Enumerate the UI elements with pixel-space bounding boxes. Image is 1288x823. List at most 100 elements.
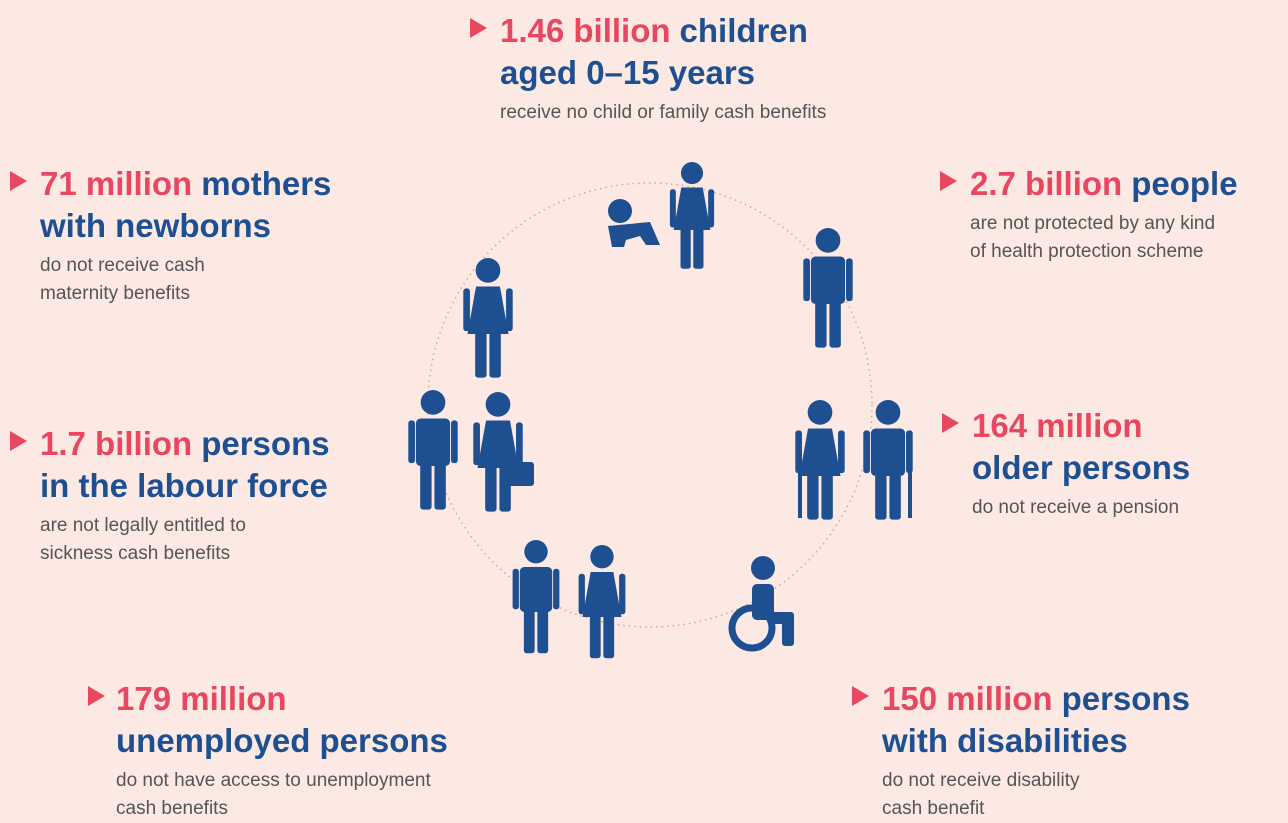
icon-arm — [463, 288, 470, 332]
icon-leg — [680, 228, 691, 269]
icon-body — [673, 187, 711, 230]
icon-briefcase — [502, 462, 534, 486]
highlight: 164 million — [972, 407, 1143, 444]
icon-arm — [451, 420, 458, 464]
heading: 164 million — [972, 407, 1143, 444]
description: cash benefit — [882, 798, 985, 819]
icon-leg — [782, 612, 794, 646]
icon-arm — [846, 258, 853, 302]
icon-leg — [475, 332, 487, 378]
subject: children — [680, 12, 808, 49]
subject: with disabilities — [881, 722, 1128, 759]
highlight: 1.7 billion — [40, 425, 192, 462]
icon-leg — [489, 332, 501, 378]
icon-leg — [523, 610, 535, 654]
icon-arm — [553, 568, 560, 610]
subject: with newborns — [39, 207, 271, 244]
icon-head — [807, 400, 833, 425]
description: receive no child or family cash benefits — [500, 102, 826, 123]
description: cash benefits — [116, 798, 228, 819]
highlight: 71 million — [40, 165, 192, 202]
heading: aged 0–15 years — [500, 54, 755, 91]
heading: 1.46 billion children — [500, 12, 808, 49]
icon-leg — [537, 610, 549, 654]
bullet-triangle — [10, 171, 27, 191]
icon-leg — [829, 302, 841, 348]
bullet-triangle — [88, 686, 105, 706]
icon-leg — [420, 464, 432, 510]
icon-leg — [807, 474, 819, 520]
icon-arm — [578, 573, 585, 615]
icon-arm — [512, 568, 519, 610]
icon-arm — [506, 288, 513, 332]
bullet-triangle — [10, 431, 27, 451]
heading: 150 million persons — [882, 680, 1190, 717]
icon-arm — [516, 422, 523, 466]
bullet-triangle — [470, 18, 487, 38]
heading: 179 million — [116, 680, 287, 717]
subject: older persons — [972, 449, 1190, 486]
heading: 2.7 billion people — [970, 165, 1238, 202]
bullet-triangle — [940, 171, 957, 191]
description: are not legally entitled to — [40, 515, 246, 536]
icon-cane — [798, 440, 802, 518]
icon-leg — [603, 615, 615, 659]
icon-leg — [821, 474, 833, 520]
icon-arm — [863, 430, 870, 474]
icons — [408, 162, 913, 659]
icon-leg — [889, 474, 901, 520]
icon-arm — [669, 189, 676, 228]
icon-arm — [708, 189, 715, 228]
icon-head — [751, 556, 775, 580]
subject: persons — [201, 425, 329, 462]
description: do not have access to unemployment — [116, 770, 431, 791]
icon-cane — [908, 440, 912, 518]
icon-arm — [803, 258, 810, 302]
icon-head — [590, 545, 614, 569]
highlight: 150 million — [882, 680, 1053, 717]
heading: 1.7 billion persons — [40, 425, 330, 462]
highlight: 2.7 billion — [970, 165, 1122, 202]
bullet-triangle — [942, 413, 959, 433]
icon-head — [475, 258, 501, 283]
icon-arm — [408, 420, 415, 464]
connector-circle — [427, 182, 873, 628]
icon-body — [519, 567, 553, 612]
icon-leg — [815, 302, 827, 348]
icon-body — [870, 428, 906, 476]
icon-head — [815, 228, 841, 253]
heading: in the labour force — [40, 467, 328, 504]
icon-baby-body — [608, 222, 660, 247]
icon-head — [680, 162, 704, 185]
description: are not protected by any kind — [970, 213, 1215, 234]
highlight: 1.46 billion — [500, 12, 671, 49]
subject: persons — [1062, 680, 1190, 717]
highlight: 179 million — [116, 680, 287, 717]
description: do not receive a pension — [972, 497, 1179, 518]
heading: unemployed persons — [116, 722, 448, 759]
subject: unemployed persons — [116, 722, 448, 759]
description: maternity benefits — [40, 283, 190, 304]
icon-leg — [875, 474, 887, 520]
description: do not receive disability — [882, 770, 1080, 791]
icon-body — [810, 256, 846, 304]
icon-arm — [473, 422, 480, 466]
icon-body — [467, 286, 509, 334]
icon-head — [875, 400, 901, 425]
icon-arm — [619, 573, 626, 615]
description: sickness cash benefits — [40, 543, 230, 564]
subject: people — [1131, 165, 1237, 202]
icon-body — [415, 418, 451, 466]
icon-leg — [693, 228, 704, 269]
icon-body — [799, 428, 841, 476]
icon-arm — [838, 430, 845, 474]
heading: older persons — [972, 449, 1190, 486]
subject: aged 0–15 years — [500, 54, 755, 91]
description: do not receive cash — [40, 255, 205, 276]
icon-leg — [485, 466, 497, 512]
icon-baby-head — [608, 199, 632, 223]
subject: in the labour force — [40, 467, 328, 504]
description: of health protection scheme — [970, 241, 1203, 262]
